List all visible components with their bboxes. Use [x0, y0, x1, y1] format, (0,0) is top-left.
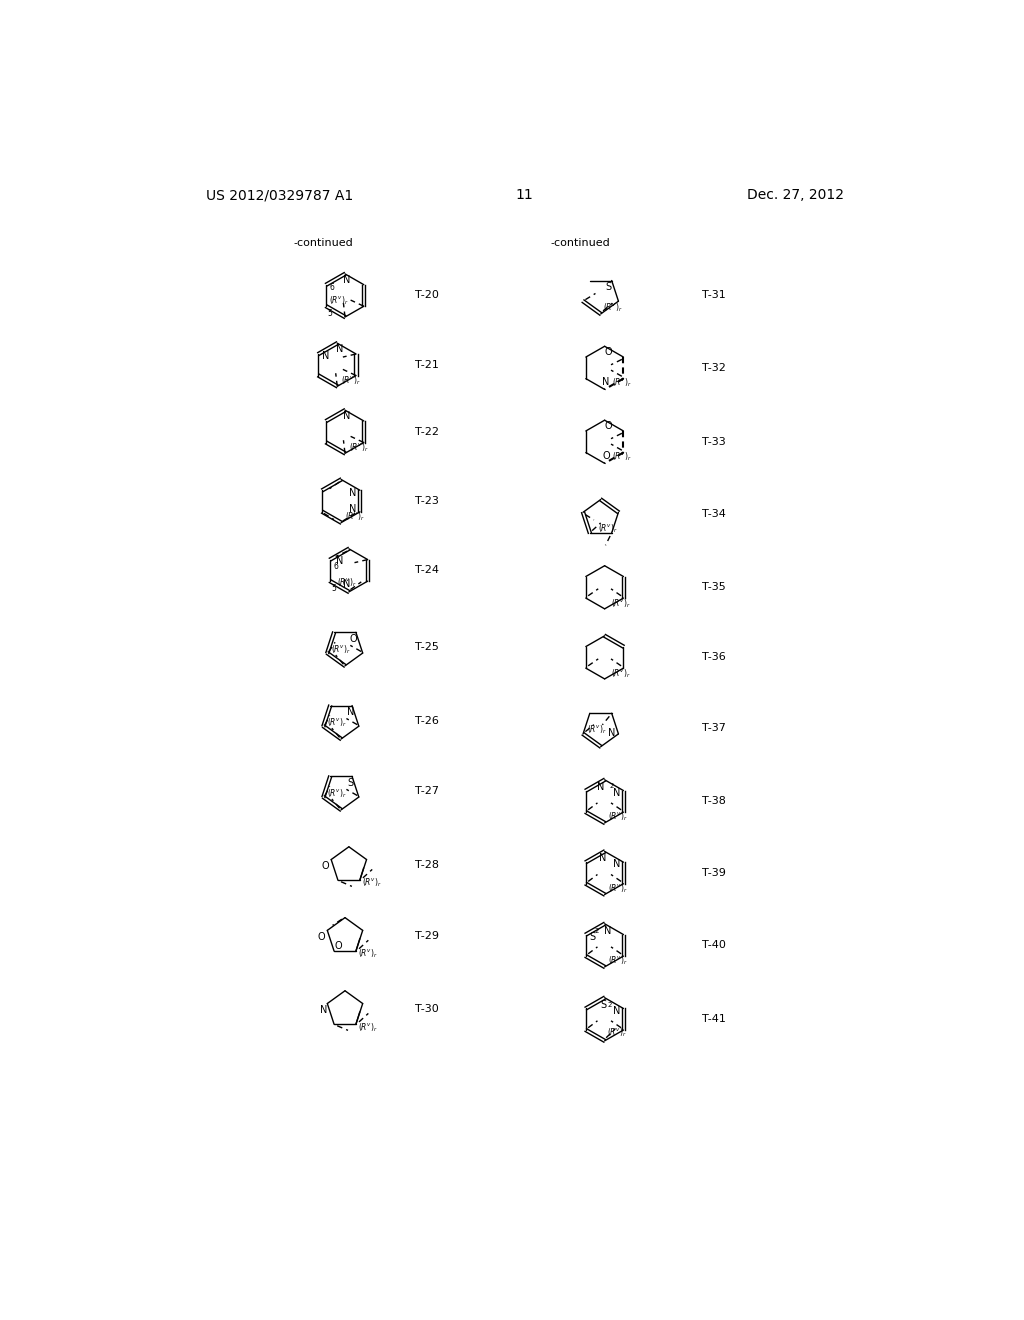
Text: $(R^v)_r$: $(R^v)_r$: [329, 294, 348, 308]
Text: $(R^v)_r$: $(R^v)_r$: [337, 577, 357, 589]
Text: T-29: T-29: [415, 931, 438, 941]
Text: O: O: [334, 941, 342, 952]
Text: $(R^v)_r$: $(R^v)_r$: [358, 948, 378, 960]
Text: $(R^v)_r$: $(R^v)_r$: [612, 378, 632, 389]
Text: T-37: T-37: [701, 723, 725, 733]
Text: O: O: [605, 421, 612, 430]
Text: T-33: T-33: [701, 437, 725, 446]
Text: S: S: [590, 932, 596, 942]
Text: T-39: T-39: [701, 869, 725, 878]
Text: T-30: T-30: [415, 1005, 438, 1014]
Text: T-28: T-28: [415, 861, 438, 870]
Text: N: N: [343, 412, 350, 421]
Text: S: S: [600, 1001, 606, 1010]
Text: US 2012/0329787 A1: US 2012/0329787 A1: [206, 189, 352, 202]
Text: $(R^v)_r$: $(R^v)_r$: [362, 876, 382, 888]
Text: T-20: T-20: [415, 290, 438, 301]
Text: $(R^v)_r$: $(R^v)_r$: [608, 954, 629, 968]
Text: -continued: -continued: [550, 238, 610, 248]
Text: $(R^v)_r$: $(R^v)_r$: [607, 1027, 627, 1039]
Text: O: O: [605, 347, 612, 356]
Text: N: N: [597, 781, 604, 792]
Text: N: N: [349, 488, 356, 499]
Text: T-25: T-25: [415, 643, 438, 652]
Text: 2: 2: [607, 1002, 611, 1008]
Text: $(R^v)_r$: $(R^v)_r$: [328, 717, 347, 730]
Text: 2: 2: [595, 928, 599, 933]
Text: $(R^v)_r$: $(R^v)_r$: [345, 511, 365, 524]
Text: 2: 2: [609, 783, 614, 789]
Text: S: S: [605, 282, 611, 293]
Text: N: N: [343, 579, 350, 589]
Text: Dec. 27, 2012: Dec. 27, 2012: [748, 189, 844, 202]
Text: $(R^v)_r$: $(R^v)_r$: [598, 523, 617, 536]
Text: T-22: T-22: [415, 426, 438, 437]
Text: $(R^v)_r$: $(R^v)_r$: [611, 668, 631, 680]
Text: N: N: [599, 853, 607, 863]
Text: O: O: [317, 932, 325, 941]
Text: N: N: [336, 556, 343, 566]
Text: $(R^v)_r$: $(R^v)_r$: [603, 301, 623, 314]
Text: $(R^v)_r$: $(R^v)_r$: [358, 1022, 378, 1034]
Text: N: N: [343, 275, 350, 285]
Text: 6: 6: [330, 284, 335, 292]
Text: O: O: [349, 635, 356, 644]
Text: T-27: T-27: [415, 787, 438, 796]
Text: T-21: T-21: [415, 360, 438, 370]
Text: 11: 11: [516, 189, 534, 202]
Text: T-31: T-31: [701, 290, 725, 301]
Text: N: N: [602, 376, 610, 387]
Text: $(R^v)_r$: $(R^v)_r$: [328, 788, 347, 800]
Text: N: N: [319, 1006, 327, 1015]
Text: T-40: T-40: [701, 940, 725, 950]
Text: $(R^v)_r$: $(R^v)_r$: [608, 882, 629, 895]
Text: N: N: [336, 345, 343, 354]
Text: T-32: T-32: [701, 363, 725, 372]
Text: T-26: T-26: [415, 715, 438, 726]
Text: O: O: [602, 450, 610, 461]
Text: $(R^v)_r$: $(R^v)_r$: [587, 723, 607, 737]
Text: T-23: T-23: [415, 496, 438, 506]
Text: O: O: [322, 861, 329, 871]
Text: $(R^v)_r$: $(R^v)_r$: [608, 810, 629, 822]
Text: N: N: [612, 1006, 621, 1016]
Text: N: N: [322, 351, 329, 360]
Text: S: S: [347, 779, 353, 788]
Text: 6: 6: [334, 562, 339, 572]
Text: 5: 5: [332, 585, 337, 593]
Text: N: N: [604, 925, 611, 936]
Text: T-34: T-34: [701, 510, 725, 519]
Text: $(R^v)_r$: $(R^v)_r$: [341, 375, 361, 387]
Text: N: N: [608, 729, 615, 738]
Text: $(R^v)_r$: $(R^v)_r$: [331, 644, 351, 656]
Text: N: N: [612, 859, 621, 870]
Text: T-41: T-41: [701, 1014, 725, 1024]
Text: $(R^v)_r$: $(R^v)_r$: [612, 451, 632, 463]
Text: N: N: [349, 504, 356, 513]
Text: $(R^v)_r$: $(R^v)_r$: [611, 597, 631, 610]
Text: T-38: T-38: [701, 796, 725, 807]
Text: N: N: [612, 788, 621, 797]
Text: T-24: T-24: [415, 565, 438, 576]
Text: 5: 5: [327, 309, 332, 318]
Text: -continued: -continued: [293, 238, 353, 248]
Text: T-35: T-35: [701, 582, 725, 593]
Text: $(R^v)_r$: $(R^v)_r$: [349, 442, 369, 454]
Text: N: N: [347, 708, 354, 718]
Text: T-36: T-36: [701, 652, 725, 663]
